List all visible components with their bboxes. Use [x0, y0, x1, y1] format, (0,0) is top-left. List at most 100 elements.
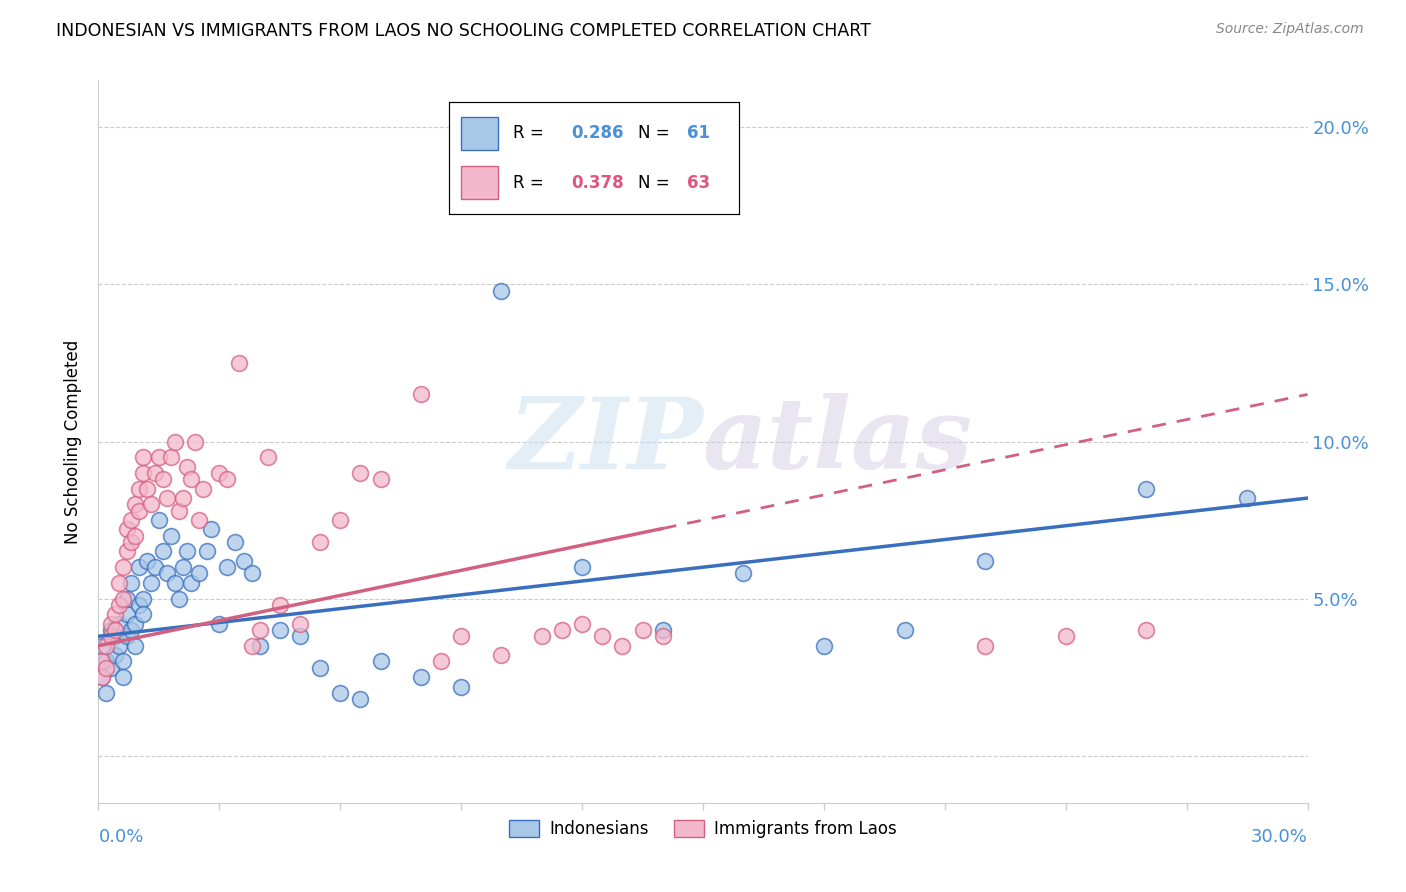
Point	[551, 623, 574, 637]
Text: atlas: atlas	[703, 393, 973, 490]
Point	[409, 387, 432, 401]
Point	[172, 491, 194, 505]
Point	[228, 356, 250, 370]
Text: Source: ZipAtlas.com: Source: ZipAtlas.com	[1216, 22, 1364, 37]
Point	[111, 560, 134, 574]
Point	[100, 623, 122, 637]
Point	[288, 629, 311, 643]
Point	[167, 591, 190, 606]
Point	[167, 503, 190, 517]
Point	[370, 655, 392, 669]
Point	[91, 670, 114, 684]
Point	[124, 497, 146, 511]
Point	[612, 639, 634, 653]
Point	[269, 598, 291, 612]
Point	[256, 450, 278, 465]
Point	[115, 544, 138, 558]
Point	[163, 575, 186, 590]
Point	[148, 450, 170, 465]
Point	[591, 629, 613, 643]
Point	[128, 598, 150, 612]
Point	[124, 639, 146, 653]
Point	[733, 566, 755, 581]
Point	[409, 670, 432, 684]
Point	[176, 459, 198, 474]
Point	[217, 472, 239, 486]
Point	[103, 648, 125, 662]
Point	[107, 575, 129, 590]
Point	[103, 607, 125, 622]
Point	[172, 560, 194, 574]
Point	[288, 616, 311, 631]
Point	[631, 623, 654, 637]
Point	[96, 661, 118, 675]
Point	[148, 513, 170, 527]
Point	[180, 472, 202, 486]
Point	[139, 575, 162, 590]
Point	[128, 482, 150, 496]
Point	[124, 529, 146, 543]
Point	[120, 623, 142, 637]
Point	[450, 680, 472, 694]
Point	[96, 639, 118, 653]
Point	[115, 523, 138, 537]
Point	[120, 535, 142, 549]
Point	[135, 482, 157, 496]
Point	[176, 544, 198, 558]
Point	[111, 655, 134, 669]
Point	[450, 629, 472, 643]
Point	[188, 513, 211, 527]
Point	[120, 575, 142, 590]
Point	[128, 503, 150, 517]
Point	[115, 591, 138, 606]
Point	[184, 434, 207, 449]
Point	[974, 639, 997, 653]
Point	[120, 513, 142, 527]
Point	[1135, 623, 1157, 637]
Point	[100, 629, 122, 643]
Point	[152, 544, 174, 558]
Point	[200, 523, 222, 537]
Point	[91, 655, 114, 669]
Point	[103, 629, 125, 643]
Point	[128, 560, 150, 574]
Text: INDONESIAN VS IMMIGRANTS FROM LAOS NO SCHOOLING COMPLETED CORRELATION CHART: INDONESIAN VS IMMIGRANTS FROM LAOS NO SC…	[56, 22, 872, 40]
Point	[100, 661, 122, 675]
Legend: Indonesians, Immigrants from Laos: Indonesians, Immigrants from Laos	[503, 814, 903, 845]
Point	[1054, 629, 1077, 643]
Point	[651, 623, 673, 637]
Point	[571, 560, 593, 574]
Point	[240, 566, 263, 581]
Point	[180, 575, 202, 590]
Point	[651, 629, 673, 643]
Point	[111, 670, 134, 684]
Point	[240, 639, 263, 653]
Point	[143, 560, 166, 574]
Point	[160, 450, 183, 465]
Point	[430, 655, 453, 669]
Point	[217, 560, 239, 574]
Point	[329, 513, 352, 527]
Point	[132, 450, 155, 465]
Point	[111, 591, 134, 606]
Point	[349, 466, 371, 480]
Point	[132, 607, 155, 622]
Point	[1236, 491, 1258, 505]
Point	[107, 616, 129, 631]
Point	[974, 554, 997, 568]
Text: 30.0%: 30.0%	[1251, 828, 1308, 846]
Point	[96, 655, 118, 669]
Point	[156, 566, 179, 581]
Point	[269, 623, 291, 637]
Point	[91, 670, 114, 684]
Point	[103, 623, 125, 637]
Point	[132, 466, 155, 480]
Point	[491, 284, 513, 298]
Point	[193, 482, 215, 496]
Point	[309, 661, 332, 675]
Point	[107, 639, 129, 653]
Point	[143, 466, 166, 480]
Point	[208, 616, 231, 631]
Point	[370, 472, 392, 486]
Point	[135, 554, 157, 568]
